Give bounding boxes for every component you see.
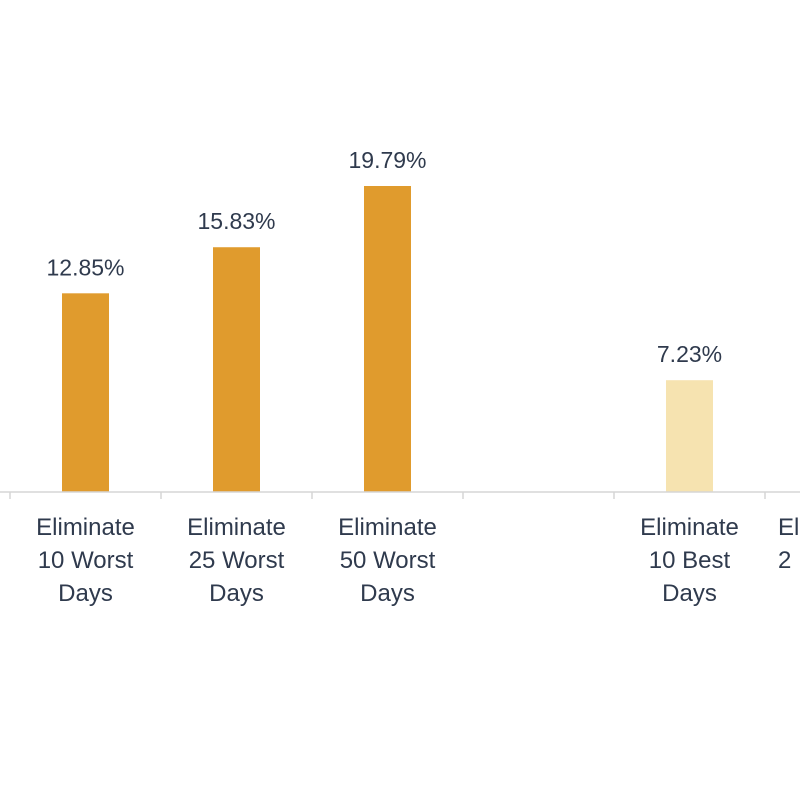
data-label: 7.23% [657, 341, 722, 367]
bars-layer [62, 186, 713, 492]
bar [364, 186, 411, 492]
data-label: 15.83% [197, 208, 275, 234]
category-label: Eliminate [187, 514, 286, 541]
labels-layer: 12.85% Eliminate 10 Worst Days 15.83% Elimina… [36, 147, 800, 607]
bar [62, 293, 109, 492]
category-label: Eliminate [640, 514, 739, 541]
category-label: 10 Worst [38, 547, 134, 574]
category-label: 2 [778, 547, 791, 574]
category-label: 10 Best [649, 547, 731, 574]
bar [213, 247, 260, 492]
category-label: 25 Worst [189, 547, 285, 574]
bar [666, 380, 713, 492]
category-label: Days [209, 580, 264, 607]
data-label: 12.85% [46, 254, 124, 280]
data-label: 19.79% [348, 147, 426, 173]
category-label: Eliminate [338, 514, 437, 541]
category-label: 50 Worst [340, 547, 436, 574]
category-label: Eli [778, 514, 800, 541]
category-label: Days [58, 580, 113, 607]
x-axis [0, 491, 800, 499]
category-label: Eliminate [36, 514, 135, 541]
category-label: Days [360, 580, 415, 607]
category-label: Days [662, 580, 717, 607]
